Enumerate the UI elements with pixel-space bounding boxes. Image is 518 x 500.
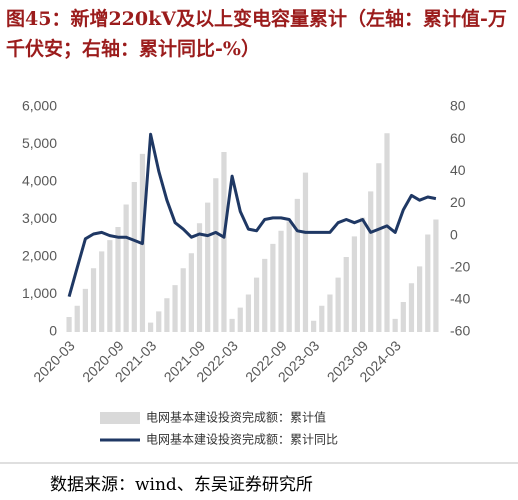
bar [351,236,358,332]
bar [294,198,300,332]
bar [147,322,154,332]
y-tick-label: 6,000 [22,98,57,114]
y-tick-label: 1,000 [22,285,57,301]
bar [164,298,170,332]
bar [319,305,325,332]
y2-tick-label: 60 [450,130,466,146]
y2-tick-label: -20 [450,258,470,274]
bar [400,302,406,332]
bar [123,204,129,332]
bar [90,268,97,332]
bar [417,266,423,332]
x-tick-label: 2020-03 [30,337,78,385]
bar [359,217,366,332]
bar [368,191,374,332]
y-tick-label: 2,000 [22,248,57,264]
bar [213,178,219,332]
bar [131,182,137,332]
bar [245,294,252,332]
bar [376,163,382,332]
bar [408,283,415,332]
y2-tick-label: -40 [450,291,470,307]
bar [188,253,194,332]
y2-tick-label: 80 [450,98,466,114]
bar [335,277,341,332]
bar [229,318,235,332]
bar [99,251,105,332]
bar [311,320,317,332]
legend-swatch [100,412,140,424]
bar [66,317,72,332]
bar [180,268,186,332]
legend-label: 电网基本建设投资完成额：累计同比 [146,432,338,447]
bar [278,230,284,332]
bar [392,318,398,332]
bar [327,294,333,332]
bar [172,285,178,332]
bar [286,221,292,332]
line-series [67,132,437,298]
bar [156,311,162,332]
bar [262,258,268,332]
bar [343,257,349,332]
chart-title: 图45：新增220kV及以上变电容量累计（左轴：累计值-万千伏安；右轴：累计同比… [6,8,507,60]
bar [237,307,243,332]
bar [196,223,203,332]
y-tick-label: 5,000 [22,135,57,151]
y-tick-label: 0 [49,323,57,339]
bar [253,277,260,332]
y2-tick-label: 0 [450,226,458,242]
y2-tick-label: 20 [450,194,466,210]
bar [74,305,80,332]
bar [433,219,439,332]
bar [115,227,121,332]
bar [384,133,390,332]
y-tick-label: 3,000 [22,210,57,226]
source-note: 数据来源：wind、东吴证券研究所 [50,475,313,495]
bar [270,243,276,332]
bar [425,234,431,332]
y2-tick-label: -60 [450,323,470,339]
y2-tick-label: 40 [450,162,466,178]
y-tick-label: 4,000 [22,173,57,189]
legend-label: 电网基本建设投资完成额：累计值 [146,410,326,425]
bar [107,240,113,332]
bar [302,172,309,332]
bar [221,152,227,332]
bar [82,288,88,332]
bar [205,202,211,332]
